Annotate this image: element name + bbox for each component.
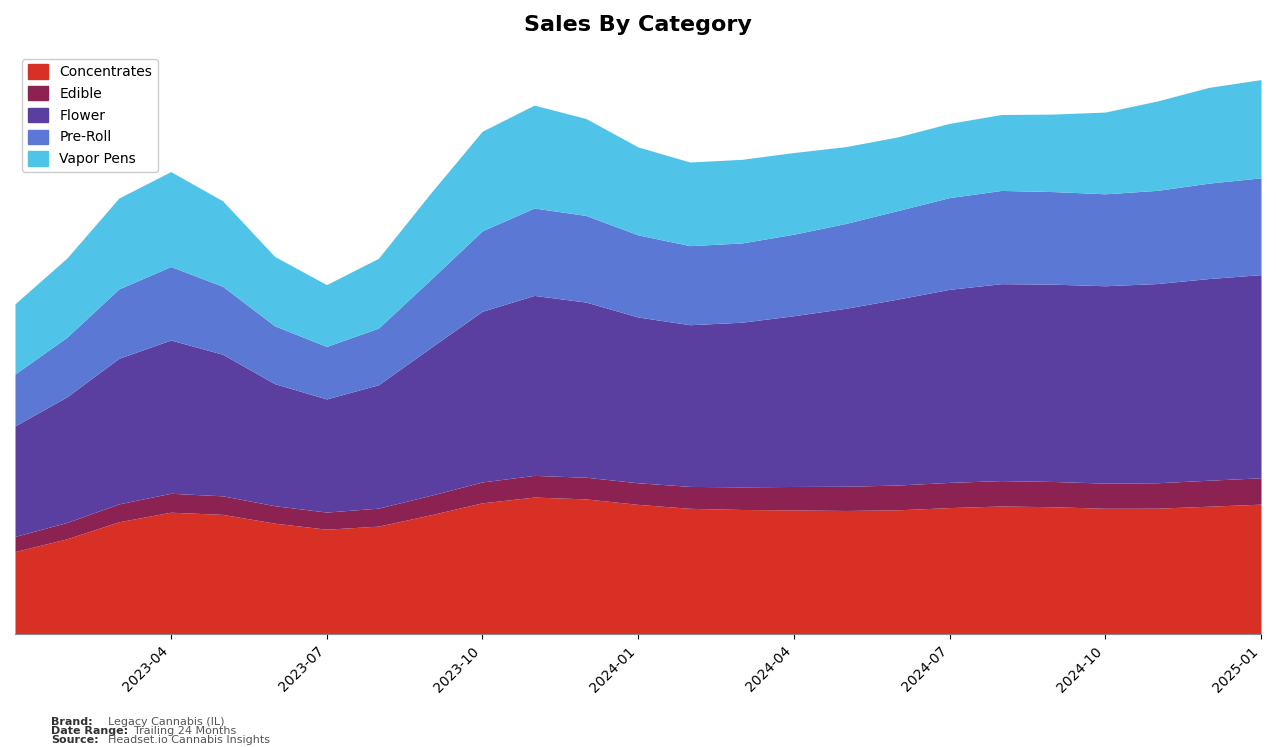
Title: Sales By Category: Sales By Category <box>524 15 752 35</box>
Text: Source:: Source: <box>51 734 98 745</box>
Text: Trailing 24 Months: Trailing 24 Months <box>134 725 236 736</box>
Text: Date Range:: Date Range: <box>51 725 128 736</box>
Text: Headset.io Cannabis Insights: Headset.io Cannabis Insights <box>108 734 271 745</box>
Text: Legacy Cannabis (IL): Legacy Cannabis (IL) <box>108 716 225 727</box>
Legend: Concentrates, Edible, Flower, Pre-Roll, Vapor Pens: Concentrates, Edible, Flower, Pre-Roll, … <box>22 59 158 172</box>
Text: Brand:: Brand: <box>51 716 93 727</box>
